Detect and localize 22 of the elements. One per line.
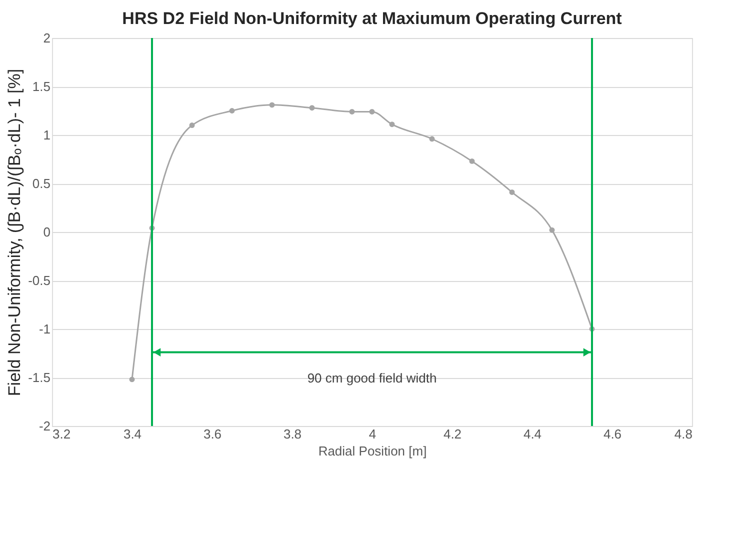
x-tick-label: 3.4 xyxy=(123,426,142,442)
x-tick-label: 3.8 xyxy=(283,426,302,442)
chart-title: HRS D2 Field Non-Uniformity at Maxiumum Operating Current xyxy=(122,9,622,28)
y-tick-label: -1 xyxy=(38,322,50,336)
x-tick-label: 3.2 xyxy=(52,426,71,442)
y-tick-label: -2 xyxy=(38,418,50,434)
y-tick-label: -0.5 xyxy=(28,273,50,288)
x-tick-label: 4.2 xyxy=(443,426,462,442)
y-tick-label: 2 xyxy=(43,30,50,46)
x-axis-title: Radial Position [m] xyxy=(318,444,427,458)
x-tick-label: 3.6 xyxy=(203,426,222,442)
y-tick-label: 0.5 xyxy=(32,176,50,191)
y-tick-label: -1.5 xyxy=(28,370,50,385)
annotation: 90 cm good field width xyxy=(307,370,437,386)
x-tick-label: 4.6 xyxy=(603,426,622,442)
y-tick-label: 1.5 xyxy=(32,79,50,94)
y-tick-label: 0 xyxy=(43,224,50,240)
x-tick-label: 4 xyxy=(368,426,376,442)
x-tick-label: 4.4 xyxy=(523,426,542,442)
y-tick-label: 1 xyxy=(43,128,50,142)
y-axis-title: Field Non-Uniformity, (∫B·dL)/(∫Bₒ·dL)- 1 [%] xyxy=(5,68,24,396)
x-tick-label: 4.8 xyxy=(674,426,692,442)
